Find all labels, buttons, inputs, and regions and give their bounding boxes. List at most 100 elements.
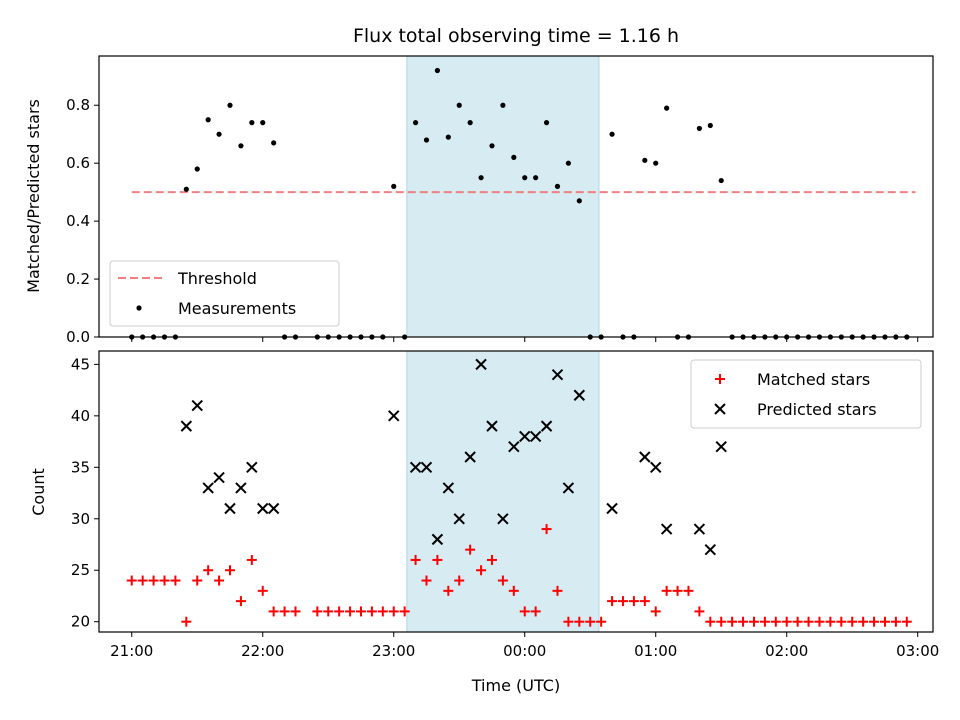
x-tick-label: 03:00 <box>896 642 939 660</box>
measurement-point <box>511 154 517 160</box>
matched-star-marker <box>312 606 323 617</box>
measurement-point <box>653 160 659 166</box>
measurement-point <box>391 183 397 189</box>
matched-star-marker <box>836 616 847 627</box>
y-tick-label: 40 <box>71 407 90 425</box>
matched-star-marker <box>803 616 814 627</box>
y-tick-label: 30 <box>71 510 90 528</box>
measurement-point <box>249 120 255 126</box>
matched-star-marker <box>727 616 738 627</box>
matched-star-marker <box>323 606 334 617</box>
matched-star-marker <box>235 596 246 607</box>
bottom-panel: 21:00 22:00 23:00 00:00 01:00 02:00 03:00 20 25 3… <box>71 350 939 660</box>
observing-window-band <box>406 350 600 633</box>
measurement-point <box>260 120 266 126</box>
predicted-star-marker <box>464 451 476 463</box>
matched-star-marker <box>224 565 235 576</box>
matched-star-marker <box>781 616 792 627</box>
matched-star-marker <box>443 585 454 596</box>
legend: Matched stars Predicted stars <box>690 359 922 429</box>
measurement-point <box>412 120 419 126</box>
legend-predicted-swatch <box>714 403 726 415</box>
legend-box <box>690 359 922 429</box>
measurement-point <box>445 134 451 140</box>
measurement-point <box>478 175 484 181</box>
matched-star-marker <box>399 606 410 617</box>
measurement-point <box>522 175 528 181</box>
measurement-point <box>434 67 441 74</box>
matched-star-marker <box>497 575 508 586</box>
legend-label: Threshold <box>177 269 257 288</box>
matched-star-marker <box>617 596 628 607</box>
matched-star-marker <box>530 606 541 617</box>
legend-measurement-swatch <box>136 305 142 311</box>
matched-star-marker <box>770 616 781 627</box>
x-tick-label: 00:00 <box>503 642 546 660</box>
matched-star-marker <box>716 616 727 627</box>
matched-star-marker <box>465 544 476 555</box>
matched-star-marker <box>126 575 137 586</box>
measurement-point <box>554 183 561 189</box>
matched-star-marker <box>607 596 618 607</box>
matched-star-marker <box>858 616 869 627</box>
matched-star-marker <box>683 585 694 596</box>
x-axis-label: Time (UTC) <box>471 676 560 695</box>
observing-window-band <box>406 55 600 338</box>
matched-star-marker <box>596 616 607 627</box>
x-tick-label: 02:00 <box>765 642 808 660</box>
predicted-star-marker <box>573 389 586 401</box>
predicted-star-marker <box>224 502 236 515</box>
predicted-star-marker <box>257 502 269 515</box>
y-tick-label: 0.4 <box>66 212 90 230</box>
predicted-star-marker <box>213 471 225 484</box>
measurement-point <box>183 186 189 192</box>
predicted-star-marker <box>246 461 258 474</box>
predicted-star-marker <box>202 482 214 494</box>
y-tick-label: 25 <box>71 561 90 579</box>
matched-star-marker <box>192 575 203 586</box>
predicted-star-marker <box>551 368 564 381</box>
measurement-point <box>227 102 233 108</box>
measurement-point <box>489 143 495 149</box>
legend-label: Measurements <box>178 299 296 318</box>
matched-star-marker <box>454 575 465 586</box>
matched-star-marker <box>388 606 399 617</box>
measurement-point <box>543 120 550 126</box>
predicted-star-marker <box>715 441 727 453</box>
measurement-point <box>423 137 430 143</box>
matched-star-marker <box>257 585 268 596</box>
matched-star-marker <box>519 606 530 617</box>
matched-star-marker <box>203 565 214 576</box>
measurement-point <box>533 175 539 181</box>
matched-star-marker <box>181 616 192 627</box>
predicted-star-marker <box>529 430 542 443</box>
matched-star-marker <box>476 565 487 576</box>
predicted-star-marker <box>235 482 247 494</box>
matched-star-marker <box>159 575 170 586</box>
matched-star-marker <box>574 616 585 627</box>
y-tick-label: 0.6 <box>66 154 90 172</box>
matched-star-marker <box>585 616 596 627</box>
y-tick-label: 35 <box>71 458 90 476</box>
measurement-point <box>216 131 222 137</box>
bottom-y-axis-label: Count <box>29 468 48 516</box>
plot-frame <box>98 350 934 633</box>
matched-star-marker <box>148 575 159 586</box>
measurement-point <box>194 166 200 172</box>
matched-star-marker <box>290 606 301 617</box>
predicted-star-marker <box>267 502 280 515</box>
matched-star-marker <box>432 554 443 565</box>
predicted-star-marker <box>508 441 520 453</box>
matched-star-marker <box>738 616 749 627</box>
y-tick-label: 20 <box>71 613 90 631</box>
y-tick-label: 45 <box>71 355 90 373</box>
matched-star-marker <box>639 596 650 607</box>
chart-title: Flux total observing time = 1.16 h <box>353 25 679 47</box>
predicted-star-marker <box>388 410 400 422</box>
predicted-star-marker <box>486 420 498 432</box>
measurement-point <box>609 131 615 137</box>
matched-star-marker <box>705 616 716 627</box>
matched-star-marker <box>628 596 639 607</box>
measurement-point <box>238 143 244 149</box>
